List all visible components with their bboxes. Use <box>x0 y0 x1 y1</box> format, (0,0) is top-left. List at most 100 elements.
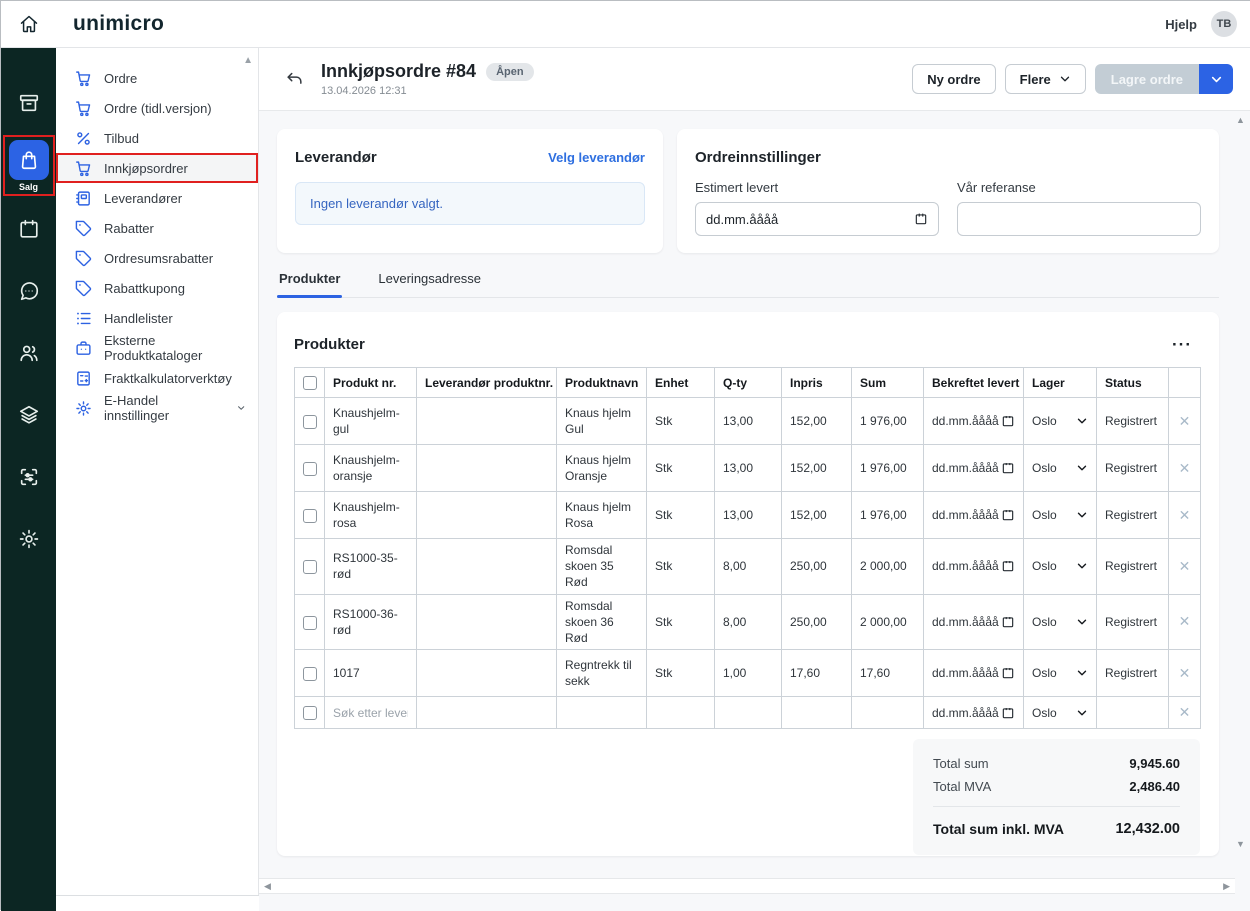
warehouse-select[interactable]: Oslo <box>1032 460 1088 476</box>
cell-sum[interactable] <box>851 696 924 730</box>
our-reference-input[interactable] <box>968 211 1190 227</box>
nav-item-ordre-tidl-versjon[interactable]: Ordre (tidl.versjon) <box>56 93 258 123</box>
tab-produkter[interactable]: Produkter <box>277 271 343 298</box>
row-checkbox[interactable] <box>303 666 317 681</box>
sidebar-item-contacts[interactable] <box>1 322 56 384</box>
confirmed-delivered-date-input[interactable]: dd.mm.åååå <box>932 507 1015 523</box>
cell-supplier-product-no[interactable] <box>416 397 557 445</box>
save-order-button[interactable]: Lagre ordre <box>1094 64 1199 94</box>
remove-row-icon[interactable]: ✕ <box>1178 557 1191 574</box>
sidebar-item-products[interactable] <box>1 384 56 446</box>
nav-scroll-up-icon[interactable]: ▲ <box>243 55 253 66</box>
cell-qty[interactable]: 1,00 <box>714 649 782 698</box>
nav-horizontal-scrollbar[interactable] <box>56 895 259 911</box>
estimated-delivery-date-input[interactable]: dd.mm.åååå <box>695 202 939 236</box>
cell-price[interactable]: 152,00 <box>781 491 852 539</box>
cell-product-no[interactable]: Knaushjelm-rosa <box>324 491 417 539</box>
sidebar-item-settings[interactable] <box>1 508 56 570</box>
remove-row-icon[interactable]: ✕ <box>1178 459 1191 476</box>
confirmed-delivered-date-input[interactable]: dd.mm.åååå <box>932 705 1015 721</box>
nav-item-handlelister[interactable]: Handlelister <box>56 303 258 333</box>
back-button[interactable] <box>281 66 307 92</box>
sidebar-item-calendar[interactable] <box>1 198 56 260</box>
warehouse-select[interactable]: Oslo <box>1032 665 1088 681</box>
nav-item-tilbud[interactable]: Tilbud <box>56 123 258 153</box>
main-vertical-scrollbar[interactable]: ▲ ▼ <box>1235 111 1249 877</box>
cell-product-no[interactable]: Knaushjelm-gul <box>324 397 417 445</box>
remove-row-icon[interactable]: ✕ <box>1178 704 1191 721</box>
nav-item-rabatter[interactable]: Rabatter <box>56 213 258 243</box>
save-order-dropdown-button[interactable] <box>1199 64 1233 94</box>
cell-sum[interactable]: 17,60 <box>851 649 924 698</box>
tab-leveringsadresse[interactable]: Leveringsadresse <box>378 271 482 286</box>
cell-price[interactable]: 152,00 <box>781 397 852 445</box>
cell-unit[interactable]: Stk <box>646 649 715 698</box>
cell-product-name[interactable]: Romsdal skoen 35 Rød <box>556 538 647 595</box>
warehouse-select[interactable]: Oslo <box>1032 614 1088 630</box>
cell-unit[interactable]: Stk <box>646 593 715 651</box>
select-supplier-link[interactable]: Velg leverandør <box>548 150 645 165</box>
remove-row-icon[interactable]: ✕ <box>1178 664 1191 681</box>
cell-product-no[interactable]: Knaushjelm-oransje <box>324 444 417 492</box>
scroll-right-icon[interactable]: ▶ <box>1223 881 1230 891</box>
cell-product-name[interactable] <box>556 696 647 730</box>
new-order-button[interactable]: Ny ordre <box>912 64 996 94</box>
cell-unit[interactable]: Stk <box>646 397 715 445</box>
cell-qty[interactable]: 8,00 <box>714 538 782 595</box>
calendar-icon[interactable] <box>914 212 928 226</box>
cell-qty[interactable]: 8,00 <box>714 593 782 651</box>
row-checkbox[interactable] <box>303 615 317 630</box>
select-all-checkbox[interactable] <box>303 375 317 390</box>
product-search-input[interactable]: Søk etter lever <box>333 705 408 720</box>
cell-supplier-product-no[interactable] <box>416 444 557 492</box>
nav-item-ordre[interactable]: Ordre <box>56 63 258 93</box>
remove-row-icon[interactable]: ✕ <box>1178 613 1191 630</box>
cell-qty[interactable]: 13,00 <box>714 444 782 492</box>
row-checkbox[interactable] <box>303 508 317 523</box>
confirmed-delivered-date-input[interactable]: dd.mm.åååå <box>932 665 1015 681</box>
cell-supplier-product-no[interactable] <box>416 696 557 730</box>
row-checkbox[interactable] <box>303 706 317 721</box>
cell-sum[interactable]: 2 000,00 <box>851 538 924 595</box>
remove-row-icon[interactable]: ✕ <box>1178 412 1191 429</box>
sidebar-item-integrations[interactable] <box>1 446 56 508</box>
cell-unit[interactable]: Stk <box>646 538 715 595</box>
row-checkbox[interactable] <box>303 414 317 429</box>
scroll-left-icon[interactable]: ◀ <box>264 881 271 891</box>
sidebar-item-messages[interactable] <box>1 260 56 322</box>
cell-unit[interactable]: Stk <box>646 444 715 492</box>
help-link[interactable]: Hjelp <box>1165 16 1197 32</box>
cell-product-no[interactable]: RS1000-36-rød <box>324 593 417 651</box>
cell-qty[interactable]: 13,00 <box>714 491 782 539</box>
warehouse-select[interactable]: Oslo <box>1032 413 1088 429</box>
cell-sum[interactable]: 1 976,00 <box>851 397 924 445</box>
nav-item-fraktkalkulatorverktoy[interactable]: Fraktkalkulatorverktøy <box>56 363 258 393</box>
cell-price[interactable]: 152,00 <box>781 444 852 492</box>
sidebar-item-accounting[interactable] <box>1 72 56 134</box>
nav-item-rabattkupong[interactable]: Rabattkupong <box>56 273 258 303</box>
cell-product-name[interactable]: Knaus hjelm Gul <box>556 397 647 445</box>
confirmed-delivered-date-input[interactable]: dd.mm.åååå <box>932 413 1015 429</box>
confirmed-delivered-date-input[interactable]: dd.mm.åååå <box>932 558 1015 574</box>
cell-qty[interactable] <box>714 696 782 730</box>
user-avatar[interactable]: TB <box>1211 11 1237 37</box>
nav-item-leverandorer[interactable]: Leverandører <box>56 183 258 213</box>
cell-unit[interactable] <box>646 696 715 730</box>
cell-price[interactable]: 17,60 <box>781 649 852 698</box>
row-checkbox[interactable] <box>303 461 317 476</box>
more-options-icon[interactable]: ··· <box>1172 334 1192 354</box>
cell-price[interactable]: 250,00 <box>781 593 852 651</box>
home-button[interactable] <box>1 1 56 47</box>
confirmed-delivered-date-input[interactable]: dd.mm.åååå <box>932 460 1015 476</box>
main-horizontal-scrollbar[interactable]: ◀ ▶ <box>259 878 1235 894</box>
cell-supplier-product-no[interactable] <box>416 649 557 698</box>
nav-item-innkjopsordrer[interactable]: Innkjøpsordrer <box>56 153 258 183</box>
cell-product-no[interactable]: 1017 <box>324 649 417 698</box>
scroll-up-icon[interactable]: ▲ <box>1236 115 1245 125</box>
cell-product-no[interactable]: RS1000-35-rød <box>324 538 417 595</box>
cell-price[interactable] <box>781 696 852 730</box>
nav-item-eksterne-produktkataloger[interactable]: Eksterne Produktkataloger <box>56 333 258 363</box>
confirmed-delivered-date-input[interactable]: dd.mm.åååå <box>932 614 1015 630</box>
cell-sum[interactable]: 1 976,00 <box>851 491 924 539</box>
warehouse-select[interactable]: Oslo <box>1032 507 1088 523</box>
